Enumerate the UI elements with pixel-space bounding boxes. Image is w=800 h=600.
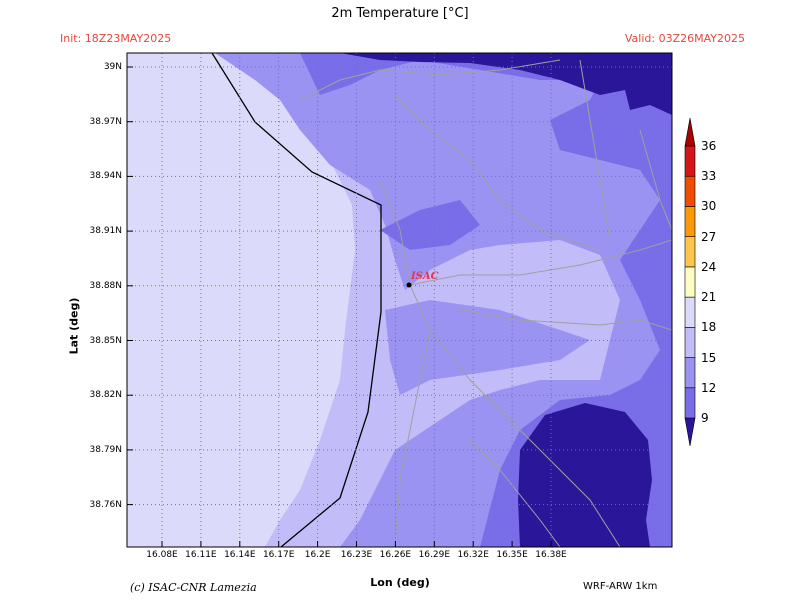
colorbar-box (684, 145, 696, 177)
lon-tick-label: 16.2E (304, 550, 331, 560)
lon-tick-label: 16.23E (340, 550, 373, 560)
credit-label: (c) ISAC-CNR Lamezia (130, 581, 257, 594)
lon-tick-label: 16.38E (535, 550, 567, 560)
lon-tick-label: 16.26E (379, 550, 412, 560)
station-marker (406, 282, 412, 288)
colorbar-tick-label: 15 (701, 350, 717, 365)
colorbar-tick-label: 18 (701, 320, 717, 335)
colorbar-tick-label: 30 (701, 199, 717, 214)
lon-tick-label: 16.29E (418, 550, 451, 560)
plot-frame (126, 52, 673, 548)
colorbar-box (684, 387, 696, 419)
colorbar-box (684, 266, 696, 298)
colorbar-tick-label: 21 (701, 290, 717, 305)
axis-ticks (127, 66, 552, 547)
lon-tick-label: 16.35E (496, 550, 528, 560)
lon-tick-label: 16.14E (224, 550, 256, 560)
colorbar-box (684, 327, 696, 358)
colorbar-box (684, 357, 696, 389)
lat-tick-label: 38.97N (89, 116, 123, 127)
colorbar-tick-label: 9 (701, 411, 709, 425)
y-axis-label: Lat (deg) (67, 297, 81, 355)
coastline (211, 52, 382, 548)
lat-tick-label: 39N (103, 62, 122, 72)
station-label: ISAC (410, 271, 439, 282)
lon-tick-label: 16.32E (457, 550, 489, 560)
colorbar-tick-label: 27 (701, 229, 717, 244)
lon-tick-label: 16.08E (146, 550, 178, 560)
colorbar-tick-label: 24 (701, 259, 717, 274)
colorbar-box (684, 236, 696, 268)
lon-tick-label: 16.11E (185, 550, 217, 560)
lat-tick-label: 38.94N (89, 171, 123, 182)
temperature-field (127, 53, 672, 547)
lat-tick-label: 38.88N (89, 280, 123, 291)
lat-tick-label: 38.76N (89, 499, 123, 510)
colorbar-tick-label: 12 (701, 380, 717, 395)
lat-tick-label: 38.82N (89, 390, 123, 401)
map-title: 2m Temperature [°C] (331, 6, 469, 21)
grid-lines (127, 53, 672, 547)
lat-tick-label: 38.79N (89, 444, 123, 455)
colorbar-box (684, 206, 696, 237)
lat-tick-label: 38.85N (89, 335, 123, 346)
colorbar-max-triangle (684, 117, 696, 147)
lon-tick-label: 16.17E (262, 550, 295, 560)
colorbar-box (684, 296, 696, 328)
colorbar-tick-label: 36 (701, 139, 717, 153)
colorbar-tick-label: 33 (701, 169, 717, 184)
road-network (299, 59, 672, 547)
colorbar-min-triangle (684, 417, 696, 447)
valid-time-label: Valid: 03Z26MAY2025 (624, 32, 745, 45)
field-coldest-core-north (340, 53, 672, 115)
colorbar-box (684, 175, 696, 207)
field-coldest-core-south (518, 403, 652, 547)
colorbar (684, 117, 696, 447)
model-label: WRF-ARW 1km (583, 581, 658, 592)
lat-tick-label: 38.91N (89, 226, 123, 237)
init-time-label: Init: 18Z23MAY2025 (60, 32, 172, 45)
x-axis-label: Lon (deg) (370, 576, 430, 589)
